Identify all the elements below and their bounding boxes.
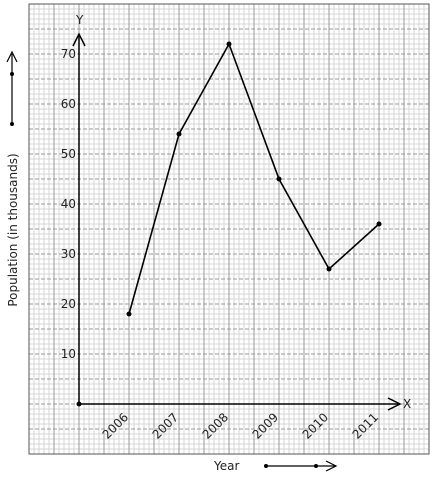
y-axis-title: Population (in thousands) [6, 153, 20, 306]
y-tick-labels: 10 20 30 40 50 60 70 [61, 47, 76, 361]
data-point [126, 311, 132, 317]
x-axis-letter: X [403, 397, 411, 411]
y-tick-label: 10 [61, 347, 76, 361]
y-tick-label: 20 [61, 297, 76, 311]
y-axis-letter: Y [75, 13, 84, 27]
plot-border [28, 3, 430, 455]
data-point [276, 176, 282, 182]
y-axis-arrowhead [72, 32, 86, 47]
x-axis-title-arrowhead [325, 460, 338, 472]
x-axis-arrowhead [387, 397, 402, 411]
series-line [128, 42, 380, 315]
y-tick-label: 40 [61, 197, 76, 211]
x-axis-title-arrow-dot-2 [314, 464, 318, 468]
data-point [326, 266, 332, 272]
y-tick-label: 70 [61, 47, 76, 61]
y-tick-label: 50 [61, 147, 76, 161]
data-point [226, 41, 232, 47]
data-point [176, 131, 182, 137]
y-axis-title-arrowhead [6, 50, 18, 63]
data-point [376, 221, 382, 227]
x-axis-title-arrow-dot-1 [264, 464, 268, 468]
y-tick-label: 30 [61, 247, 76, 261]
origin-point [76, 401, 82, 407]
y-axis-title-arrow-dot-1 [10, 122, 14, 126]
y-axis-title-arrow-dot-2 [10, 72, 14, 76]
x-axis-title: Year [213, 459, 239, 473]
y-tick-label: 60 [61, 97, 76, 111]
series-population [126, 41, 382, 317]
